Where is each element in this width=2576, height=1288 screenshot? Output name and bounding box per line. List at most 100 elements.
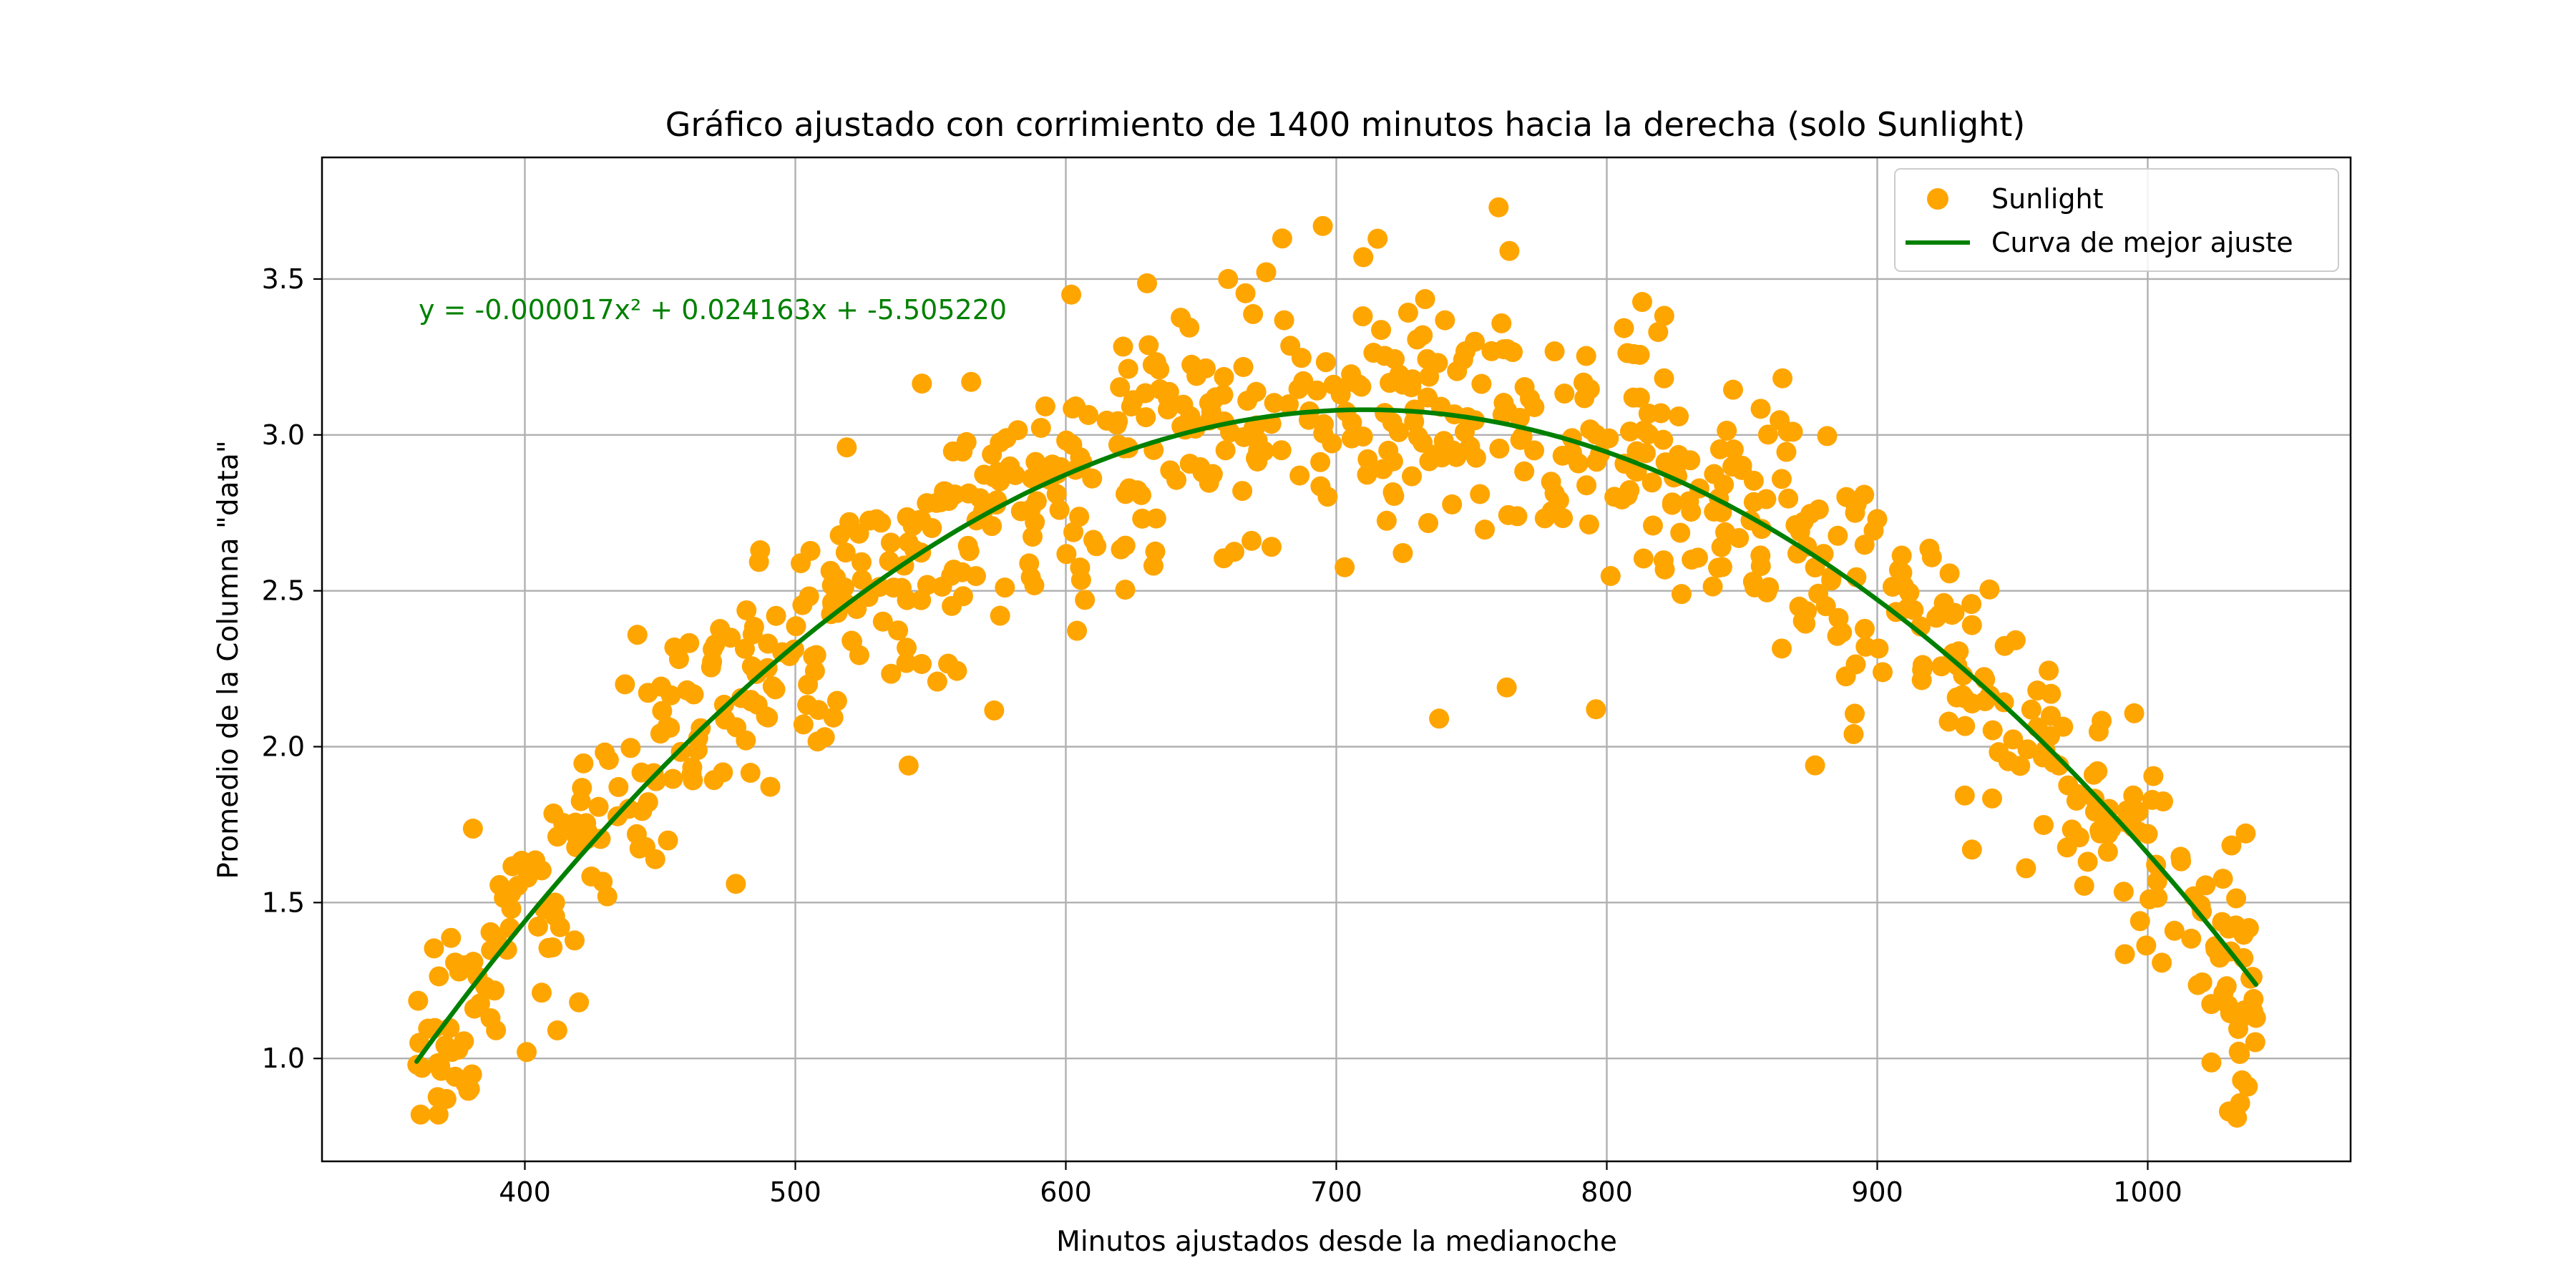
sunlight-point [1931, 656, 1952, 677]
sunlight-point [455, 1073, 476, 1094]
sunlight-point [645, 849, 665, 869]
y-axis-label: Promedio de la Columna "data" [213, 440, 245, 879]
sunlight-point [638, 792, 658, 813]
sunlight-point [1614, 318, 1634, 338]
sunlight-point [1574, 388, 1595, 409]
sunlight-point [713, 762, 733, 783]
sunlight-point [897, 638, 917, 658]
y-tick-label: 1.0 [262, 1043, 305, 1074]
sunlight-point [2033, 814, 2054, 835]
sunlight-point [952, 586, 973, 607]
sunlight-point [1709, 439, 1730, 459]
sunlight-point [1407, 329, 1428, 350]
sunlight-point [1314, 414, 1335, 434]
sunlight-point [849, 523, 869, 544]
sunlight-point [441, 927, 462, 948]
y-tick-label: 2.5 [262, 575, 305, 607]
sunlight-point [2114, 944, 2135, 965]
sunlight-point [1113, 336, 1133, 357]
sunlight-point [1000, 456, 1020, 477]
sunlight-point [1065, 396, 1086, 417]
sunlight-point [957, 535, 978, 556]
sunlight-point [941, 565, 962, 586]
sunlight-point [1626, 441, 1647, 462]
sunlight-point [1548, 490, 1569, 511]
sunlight-point [740, 763, 761, 784]
sunlight-point [2113, 882, 2134, 902]
sunlight-point [2245, 1008, 2266, 1028]
sunlight-point [480, 1008, 501, 1028]
sunlight-point [1867, 509, 1888, 530]
sunlight-point [1982, 788, 2003, 809]
sunlight-point [970, 488, 990, 509]
sunlight-point [2066, 790, 2087, 811]
sunlight-point [1573, 372, 1594, 393]
sunlight-point [2039, 660, 2059, 681]
sunlight-point [1982, 720, 2003, 741]
sunlight-point [990, 432, 1010, 453]
sunlight-point [1158, 388, 1179, 409]
sunlight-point [974, 464, 995, 485]
sunlight-point [1912, 655, 1933, 675]
sunlight-point [760, 776, 781, 797]
sunlight-point [1714, 522, 1735, 542]
sunlight-point [1110, 377, 1131, 398]
sunlight-point [1083, 530, 1103, 550]
sunlight-point [1654, 368, 1674, 389]
sunlight-point [2017, 739, 2038, 760]
sunlight-point [786, 616, 806, 637]
sunlight-point [852, 570, 872, 590]
sunlight-point [2221, 835, 2242, 856]
sunlight-point [908, 510, 929, 531]
x-axis-label: Minutos ajustados desde la medianoche [1056, 1226, 1617, 1258]
sunlight-point [429, 966, 449, 987]
sunlight-point [912, 653, 932, 674]
sunlight-point [1954, 785, 1975, 806]
sunlight-point [1586, 699, 1606, 720]
sunlight-point [1232, 481, 1253, 502]
sunlight-point [1138, 335, 1159, 356]
sunlight-point [2097, 841, 2118, 862]
sunlight-point [1669, 406, 1689, 426]
sunlight-point [1800, 504, 1821, 525]
sunlight-point [2192, 901, 2212, 922]
sunlight-point [1214, 548, 1234, 569]
sunlight-point [1855, 636, 1876, 657]
sunlight-point [615, 674, 635, 695]
sunlight-point [911, 590, 932, 610]
sunlight-point [663, 769, 683, 789]
sunlight-point [1938, 711, 1959, 732]
sunlight-point [1173, 394, 1194, 415]
sunlight-point [721, 628, 741, 648]
sunlight-point [1160, 460, 1181, 481]
sunlight-point [1335, 557, 1355, 577]
sunlight-point [1742, 571, 1763, 592]
sunlight-point [502, 856, 523, 877]
sunlight-point [408, 990, 429, 1011]
sunlight-point [1136, 407, 1156, 428]
sunlight-point [829, 525, 850, 546]
sunlight-point [1353, 247, 1374, 268]
legend-box [1894, 168, 2339, 272]
sunlight-point [1310, 452, 1331, 472]
sunlight-point [995, 577, 1015, 598]
sunlight-point [1499, 240, 1520, 261]
sunlight-point [1704, 464, 1724, 484]
sunlight-point [1662, 494, 1682, 515]
x-tick-label: 900 [1851, 1176, 1903, 1208]
sunlight-point [1137, 273, 1158, 293]
sunlight-point [1805, 755, 1825, 776]
sunlight-point [2129, 911, 2150, 932]
sunlight-point [1367, 228, 1388, 249]
sunlight-point [1633, 548, 1654, 569]
sunlight-point [1503, 342, 1523, 363]
y-tick-label: 2.0 [262, 731, 305, 763]
sunlight-point [1832, 622, 1853, 643]
chart-title: Gráfico ajustado con corrimiento de 1400… [665, 105, 2026, 144]
sunlight-point [1638, 403, 1659, 424]
sunlight-point [1805, 557, 1825, 578]
sunlight-point [762, 676, 783, 697]
sunlight-point [1402, 369, 1423, 390]
sunlight-point [1127, 480, 1148, 501]
sunlight-point [835, 542, 856, 563]
